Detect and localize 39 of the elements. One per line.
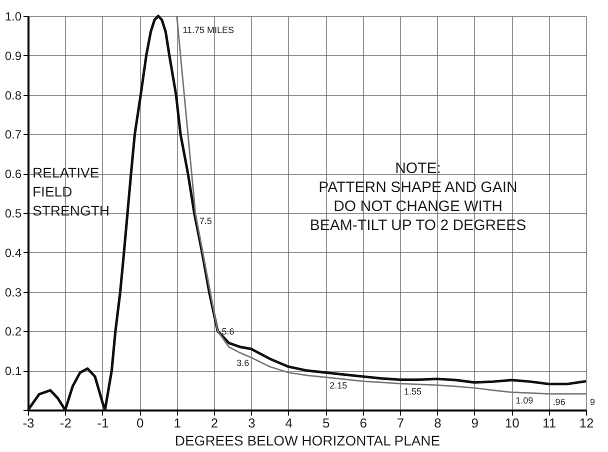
annotation: 1.55 [404,386,422,397]
x-axis-title: DEGREES BELOW HORIZONTAL PLANE [174,432,440,448]
x-tick-label: 11 [542,416,556,430]
y-tick-label: 0.2 [4,324,22,339]
x-tick-label: 6 [360,416,367,430]
x-tick-label: 0 [136,416,144,430]
x-tick-label: 1 [174,416,181,430]
annotation: 5.6 [222,326,234,336]
y-tick-label: 0.5 [4,206,22,220]
y-axis-title: RELATIVE FIELD STRENGTH [32,164,110,218]
annotation: 11.75 MILES [182,24,234,35]
x-tick-label: 9 [471,416,479,430]
x-tick-label: 2 [210,416,218,430]
x-tick-label: 10 [504,416,520,430]
x-tick-label: -3 [22,416,34,430]
y-tick-label: 0.7 [4,128,22,142]
annotation: 3.6 [236,358,250,368]
line-series [176,15,587,395]
x-tick-label: 8 [434,416,442,430]
x-tick-label: -1 [97,416,109,430]
x-tick-label: 7 [396,416,404,430]
annotation: 1.09 [516,395,534,406]
y-tick-label: 0.6 [4,167,22,182]
annotation: 9 [590,396,596,407]
annotation: 7.5 [199,216,212,226]
x-tick-label: 3 [248,416,256,430]
x-tick-label: 4 [285,416,293,430]
y-tick-label: 0.1 [4,364,22,378]
annotation: NOTE: PATTERN SHAPE AND GAIN DO NOT CHANGE WITH BEAM-TILT UP TO 2 DEGREES [310,160,526,234]
annotation: .96 [552,396,566,407]
x-tick-label: -2 [60,416,72,430]
y-tick-label: 1.0 [4,10,22,24]
x-tick-label: 12 [579,416,594,430]
y-tick-label: 0.9 [4,48,22,63]
y-tick-label: 0.8 [4,88,22,102]
y-tick-label: 0.4 [4,246,22,260]
x-tick-label: 5 [322,416,330,430]
y-tick-label: 0.3 [4,285,22,300]
annotation: 2.15 [330,380,348,390]
